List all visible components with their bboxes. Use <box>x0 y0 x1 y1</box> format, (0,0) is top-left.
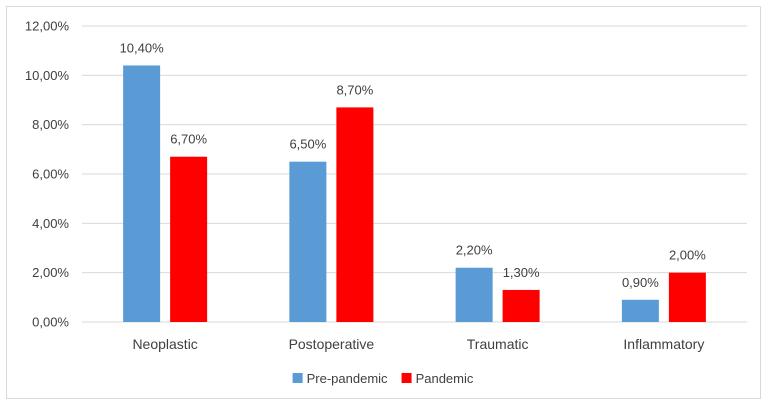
bar-pandemic-inflammatory <box>668 272 706 322</box>
y-tick-label: 4,00% <box>32 216 69 231</box>
data-label: 2,20% <box>456 243 493 258</box>
category-label: Postoperative <box>289 336 375 352</box>
data-label: 0,90% <box>622 275 659 290</box>
category-label: Neoplastic <box>132 336 197 352</box>
bar-chart: 0,00% 2,00% 4,00% 6,00% 8,00% 10,00% 12,00% 10… <box>25 19 747 386</box>
data-label: 6,50% <box>289 137 326 152</box>
data-label: 2,00% <box>669 248 706 263</box>
legend-label: Pandemic <box>416 371 474 386</box>
bar-pre-pandemic-inflammatory <box>621 299 659 322</box>
y-tick-label: 10,00% <box>25 68 70 83</box>
x-axis-category-labels: Neoplastic Postoperative Traumatic Inflamma… <box>132 336 704 352</box>
data-label: 6,70% <box>170 132 207 147</box>
bars <box>123 65 706 323</box>
data-label: 10,40% <box>120 40 165 55</box>
category-label: Traumatic <box>467 336 529 352</box>
y-tick-label: 6,00% <box>32 167 69 182</box>
data-labels: 10,40% 6,70% 6,50% 8,70% 2,20% 1,30% 0,90% 2,00… <box>120 40 707 289</box>
data-label: 1,30% <box>503 265 540 280</box>
y-tick-label: 8,00% <box>32 117 69 132</box>
bar-pre-pandemic-traumatic <box>455 267 493 322</box>
legend-label: Pre-pandemic <box>307 371 388 386</box>
y-tick-label: 2,00% <box>32 265 69 280</box>
data-label: 8,70% <box>336 82 373 97</box>
chart-frame: 0,00% 2,00% 4,00% 6,00% 8,00% 10,00% 12,00% 10… <box>6 6 761 399</box>
bar-pandemic-postoperative <box>336 107 374 323</box>
bar-pre-pandemic-neoplastic <box>123 65 161 322</box>
bar-pre-pandemic-postoperative <box>289 161 327 322</box>
bar-pandemic-neoplastic <box>170 156 208 322</box>
y-axis-tick-labels: 0,00% 2,00% 4,00% 6,00% 8,00% 10,00% 12,00% <box>25 19 70 330</box>
legend-swatch <box>401 373 412 383</box>
category-label: Inflammatory <box>623 336 704 352</box>
bar-pandemic-traumatic <box>502 289 540 322</box>
legend: Pre-pandemic Pandemic <box>292 371 474 386</box>
y-tick-label: 12,00% <box>25 19 70 34</box>
y-tick-label: 0,00% <box>32 315 69 330</box>
legend-swatch <box>292 373 303 383</box>
